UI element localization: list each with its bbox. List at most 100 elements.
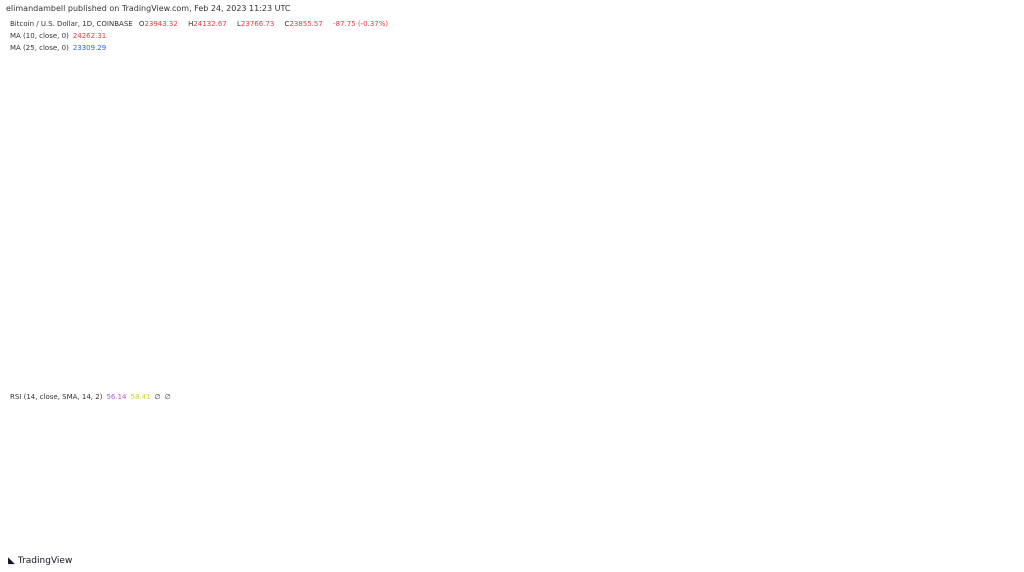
candle (872, 85, 877, 113)
ma10-legend[interactable]: MA (10, close, 0) 24262.31 (10, 32, 110, 41)
candle (307, 204, 312, 211)
lightning-glyph (915, 359, 920, 368)
candle (572, 335, 576, 352)
price-tick: 21000.00 (980, 194, 1016, 203)
candle (520, 327, 524, 329)
ma25-label: MA (25, close, 0) (10, 44, 69, 52)
candle (649, 337, 654, 344)
candle (338, 187, 343, 193)
candle (463, 351, 467, 359)
candle (592, 337, 597, 340)
candle (478, 329, 483, 334)
candle (411, 342, 416, 344)
event-icons[interactable] (911, 357, 949, 384)
candle (603, 335, 607, 339)
rsi-label: RSI (14, close, SMA, 14, 2) (10, 393, 103, 401)
candle (447, 348, 452, 351)
candle (266, 258, 270, 260)
candle (660, 334, 664, 339)
candle (535, 306, 540, 326)
candle (452, 350, 457, 352)
rsi-tick: 20.00 (980, 551, 1002, 560)
candle (276, 245, 281, 254)
candle (370, 312, 374, 331)
candle (323, 215, 327, 227)
candle (608, 335, 612, 343)
publisher-line: elimandambell published on TradingView.c… (6, 4, 291, 13)
candle (758, 128, 763, 143)
candle (644, 343, 649, 345)
candle (494, 328, 498, 334)
candle (204, 250, 208, 261)
rsi-axis[interactable]: 80.00 60.00 40.00 20.00 (980, 443, 1002, 560)
time-tick: Dec (469, 536, 484, 545)
candle (727, 195, 732, 209)
candle (136, 257, 141, 263)
candle (59, 150, 63, 170)
candle (805, 113, 809, 116)
candle (250, 253, 255, 261)
close-label: C (284, 20, 290, 28)
candle (33, 255, 37, 272)
candle (359, 280, 364, 371)
candle (328, 224, 333, 227)
candle (245, 246, 250, 254)
time-tick: 12 (528, 536, 538, 545)
rsi-legend[interactable]: RSI (14, close, SMA, 14, 2) 56.14 58.41 ∅ ∅ (10, 393, 175, 402)
candle (183, 225, 188, 233)
candle (711, 191, 716, 202)
us-flag-icon[interactable] (925, 372, 937, 384)
grid (0, 19, 975, 532)
candle (504, 329, 509, 338)
rsi-extra-1: ∅ (154, 393, 161, 401)
candle (717, 191, 721, 193)
price-tick: 17000.00 (980, 328, 1016, 337)
rsi-value: 56.14 (106, 393, 127, 401)
candle (774, 127, 778, 130)
candle (499, 329, 504, 334)
high-value: 24132.67 (193, 20, 227, 28)
candle (831, 122, 835, 132)
symbol-legend: Bitcoin / U.S. Dollar, 1D, COINBASE O239… (10, 20, 392, 29)
candle (69, 223, 74, 226)
candle (437, 345, 441, 347)
candle (742, 137, 747, 141)
candle (540, 305, 545, 307)
indicator-lines (9, 87, 917, 548)
candle (748, 133, 752, 141)
candle (48, 175, 53, 186)
candle (167, 244, 172, 263)
candle (737, 137, 742, 142)
ma25-value: 23309.29 (72, 44, 107, 52)
lightning-icon[interactable] (911, 357, 923, 369)
us-flag-icon[interactable] (912, 372, 924, 384)
candle (333, 192, 338, 225)
candle (629, 345, 633, 348)
candle (587, 338, 592, 340)
rsi-line (81, 429, 916, 548)
candle (28, 238, 32, 272)
rsi-sma-value: 58.41 (130, 393, 151, 401)
candle (696, 233, 700, 271)
candle (815, 119, 820, 133)
tradingview-logo[interactable]: ◣ TradingView (8, 556, 72, 566)
ma10-line (9, 87, 917, 355)
us-flag-icon[interactable] (937, 372, 949, 384)
candle (219, 252, 224, 260)
candle (732, 141, 737, 196)
ma10-label: MA (10, close, 0) (10, 32, 69, 40)
rsi-band (8, 464, 975, 538)
rsi-tick: 60.00 (980, 479, 1002, 488)
ma25-legend[interactable]: MA (25, close, 0) 23309.29 (10, 44, 110, 53)
candle (406, 342, 410, 344)
candle (416, 342, 421, 357)
time-axis[interactable]: 12 Oct 17 Nov 14 Dec 12 22 2023 16 Feb 13 Mar (56, 536, 950, 545)
price-tick: 23000.00 (980, 126, 1016, 135)
candle (483, 329, 488, 337)
price-tag-bg (976, 101, 1020, 124)
horizontal-levels[interactable] (0, 55, 975, 488)
candle (224, 252, 229, 259)
price-axis[interactable]: USD 25000.00 24000.00 23000.00 22000.00 2100… (980, 21, 1016, 371)
time-tick: 12 (56, 536, 66, 545)
